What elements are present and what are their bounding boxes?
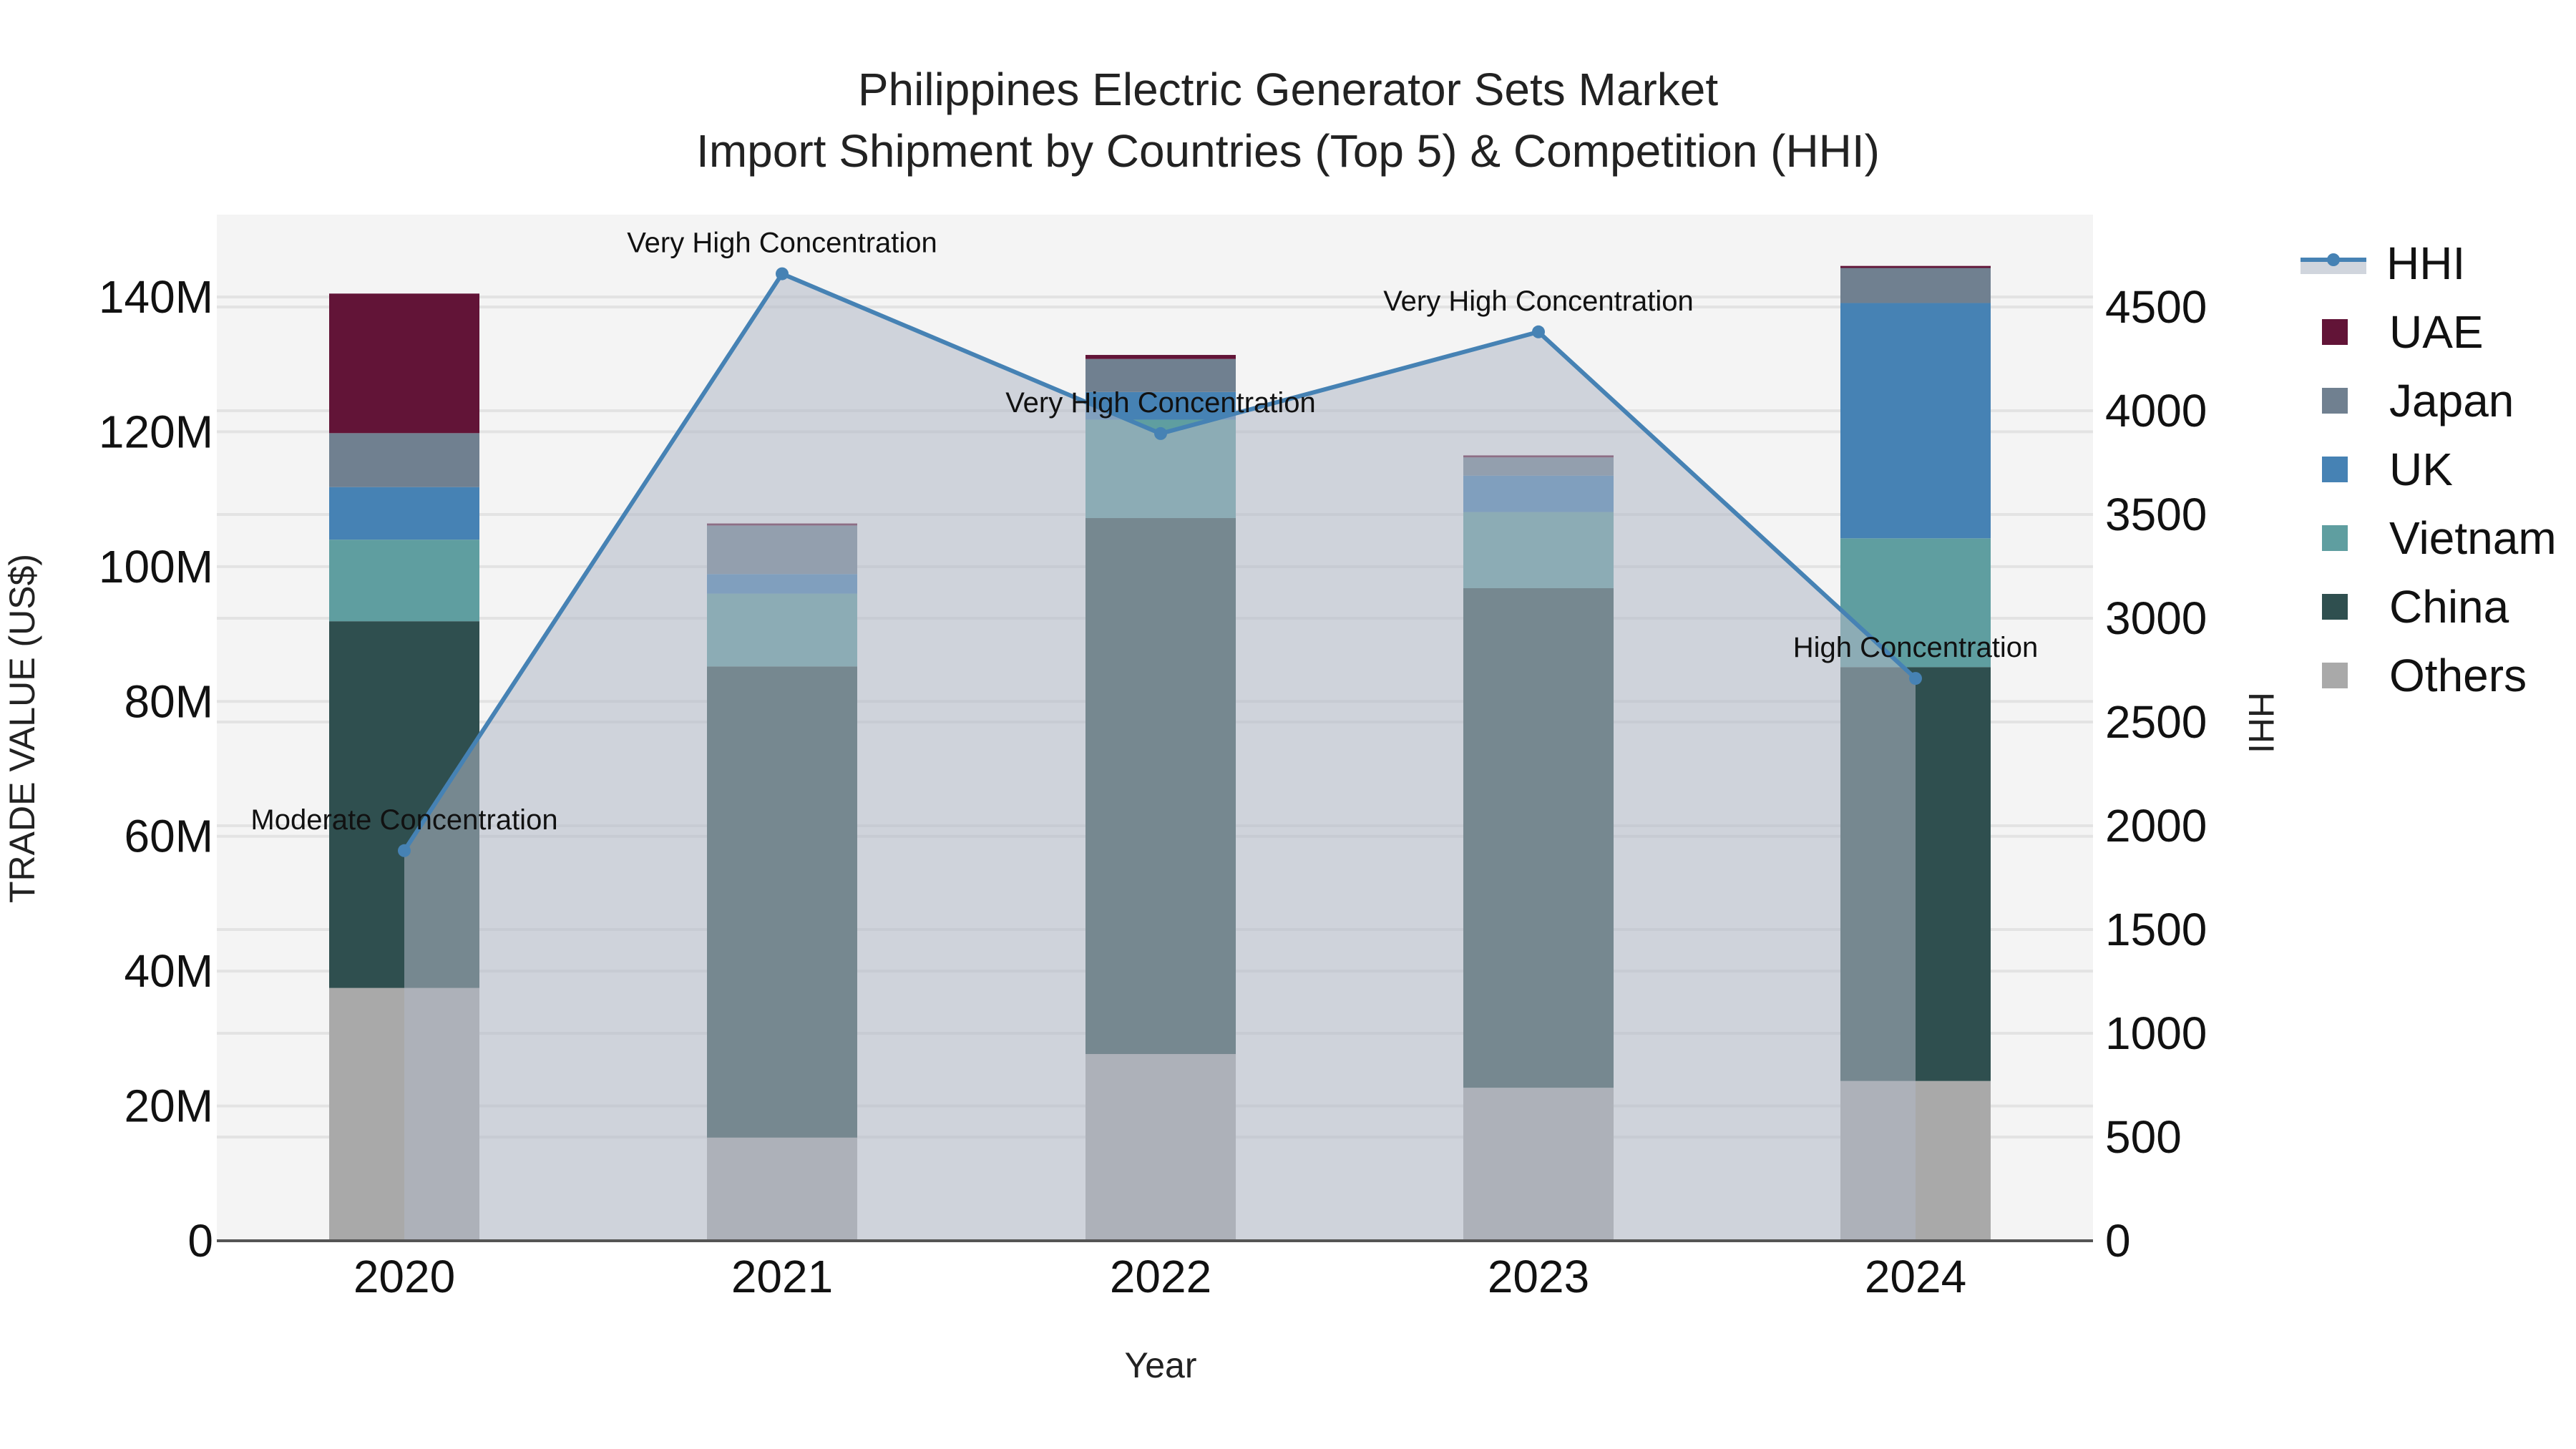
y-right-tick-label: 2000 xyxy=(2105,800,2207,852)
bar-segment-japan xyxy=(1840,268,1991,303)
bar-segment-uk xyxy=(1840,303,1991,539)
y-right-tick-label: 1000 xyxy=(2105,1008,2207,1059)
y-right-tick-label: 3000 xyxy=(2105,592,2207,644)
x-tick-label: 2020 xyxy=(353,1251,455,1302)
hhi-marker-2024 xyxy=(1909,672,1922,686)
y-axis-left-title: TRADE VALUE (US$) xyxy=(2,554,42,903)
y-right-tick-label: 4500 xyxy=(2105,281,2207,333)
bar-segment-uae xyxy=(329,293,479,434)
hhi-marker-2020 xyxy=(398,844,411,857)
legend-item-japan[interactable]: Japan xyxy=(2301,366,2557,435)
y-right-tick-label: 3500 xyxy=(2105,489,2207,540)
line-marker-icon xyxy=(2301,253,2366,274)
y-left-tick-label: 80M xyxy=(125,675,214,727)
hhi-annotations: Moderate Concentration Very High Concentr… xyxy=(250,228,2038,836)
color-swatch-icon xyxy=(2322,457,2348,482)
y-axis-right-title: HHI xyxy=(2241,692,2281,753)
x-tick-label: 2023 xyxy=(1488,1251,1589,1302)
bar-segment-uae xyxy=(1085,355,1236,359)
y-left-tick-label: 0 xyxy=(187,1215,213,1267)
legend-label: HHI xyxy=(2386,238,2466,289)
annotation-2021: Very High Concentration xyxy=(627,228,937,259)
color-swatch-icon xyxy=(2322,388,2348,414)
y-right-tick-label: 0 xyxy=(2105,1215,2131,1267)
legend-item-uae[interactable]: UAE xyxy=(2301,298,2557,366)
color-swatch-icon xyxy=(2322,663,2348,688)
color-swatch-icon xyxy=(2322,594,2348,620)
y-axis-right-ticks: 0 500 1000 1500 2000 2500 3000 3500 4000 4500 xyxy=(2105,281,2207,1267)
legend-label: Others xyxy=(2389,650,2527,701)
bar-segment-vietnam xyxy=(329,540,479,622)
x-axis-title: Year xyxy=(1124,1345,1196,1385)
hhi-marker-2021 xyxy=(776,267,789,280)
x-tick-label: 2021 xyxy=(731,1251,833,1302)
x-axis-ticks: 2020 2021 2022 2023 2024 xyxy=(353,1251,1966,1302)
annotation-2022: Very High Concentration xyxy=(1005,387,1316,419)
legend-label: China xyxy=(2389,581,2509,633)
y-left-tick-label: 140M xyxy=(99,271,213,323)
color-swatch-icon xyxy=(2322,319,2348,345)
legend-item-others[interactable]: Others xyxy=(2301,641,2557,710)
y-left-tick-label: 20M xyxy=(125,1080,214,1132)
legend-item-vietnam[interactable]: Vietnam xyxy=(2301,504,2557,572)
y-left-tick-label: 60M xyxy=(125,811,214,862)
y-right-tick-label: 2500 xyxy=(2105,696,2207,748)
bar-segment-japan xyxy=(1085,358,1236,392)
legend: HHI UAE Japan UK Vietnam China Others xyxy=(2301,229,2557,710)
bar-segment-uae xyxy=(1840,265,1991,268)
legend-label: UAE xyxy=(2389,306,2484,358)
annotation-2024: High Concentration xyxy=(1793,632,2038,663)
legend-item-uk[interactable]: UK xyxy=(2301,435,2557,504)
color-swatch-icon xyxy=(2322,525,2348,551)
y-right-tick-label: 1500 xyxy=(2105,904,2207,955)
y-axis-left-ticks: 0 20M 40M 60M 80M 100M 120M 140M xyxy=(99,271,213,1267)
legend-label: Vietnam xyxy=(2389,512,2557,564)
hhi-marker-2022 xyxy=(1154,426,1167,440)
chart-title-line-2: Import Shipment by Countries (Top 5) & C… xyxy=(696,125,1880,177)
y-right-tick-label: 500 xyxy=(2105,1111,2182,1163)
hhi-series xyxy=(398,267,1922,1241)
y-left-tick-label: 120M xyxy=(99,406,213,457)
x-tick-label: 2022 xyxy=(1110,1251,1211,1302)
y-left-tick-label: 100M xyxy=(99,541,213,592)
legend-item-hhi[interactable]: HHI xyxy=(2301,229,2557,298)
hhi-area xyxy=(404,273,1916,1241)
bar-segment-uk xyxy=(329,487,479,540)
x-tick-label: 2024 xyxy=(1865,1251,1966,1302)
chart-title-line-1: Philippines Electric Generator Sets Mark… xyxy=(857,64,1719,115)
y-left-tick-label: 40M xyxy=(125,945,214,997)
hhi-marker-2023 xyxy=(1532,325,1545,338)
legend-item-china[interactable]: China xyxy=(2301,572,2557,641)
legend-label: UK xyxy=(2389,444,2453,495)
annotation-2020: Moderate Concentration xyxy=(250,804,557,836)
legend-label: Japan xyxy=(2389,375,2514,426)
annotation-2023: Very High Concentration xyxy=(1383,286,1694,317)
bar-segment-japan xyxy=(329,433,479,487)
y-right-tick-label: 4000 xyxy=(2105,385,2207,436)
